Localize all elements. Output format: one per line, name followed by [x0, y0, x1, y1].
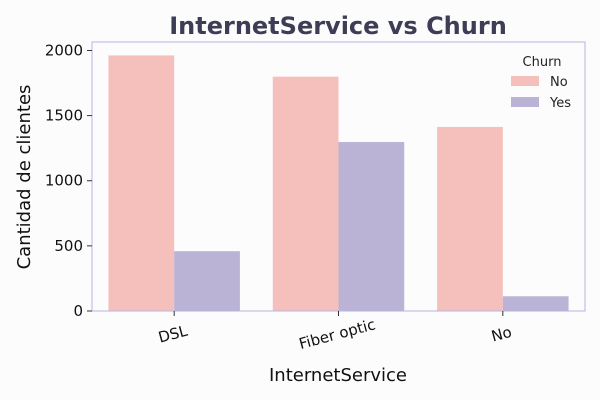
bar-no-fiber-optic: [272, 76, 339, 312]
x-tick-label: No: [489, 323, 513, 346]
y-tick-label: 500: [54, 237, 83, 255]
bar-no-dsl: [108, 55, 175, 311]
y-tick-label: 0: [73, 302, 83, 320]
legend-title: Churn: [523, 55, 562, 70]
legend-label-yes: Yes: [549, 96, 571, 111]
chart-title: InternetService vs Churn: [169, 12, 507, 40]
plot-area: 0 500 1000 1500 2000 DSL Fiber optic No: [45, 41, 586, 353]
legend-label-no: No: [550, 75, 568, 90]
bar-yes-no: [502, 296, 569, 311]
bar-no-no: [437, 126, 503, 312]
y-tick-label: 2000: [45, 41, 83, 59]
legend-swatch-yes: [511, 97, 539, 107]
legend-swatch-no: [511, 76, 539, 86]
legend: Churn No Yes: [511, 55, 571, 111]
y-tick-label: 1000: [45, 172, 83, 190]
x-axis-label: InternetService: [269, 365, 407, 386]
y-tick-label: 1500: [45, 107, 83, 125]
x-tick-label: Fiber optic: [297, 315, 377, 353]
bar-yes-dsl: [174, 251, 240, 311]
bar-yes-fiber-optic: [338, 142, 405, 311]
y-axis-label: Cantidad de clientes: [14, 85, 35, 270]
x-tick-label: DSL: [156, 322, 190, 347]
